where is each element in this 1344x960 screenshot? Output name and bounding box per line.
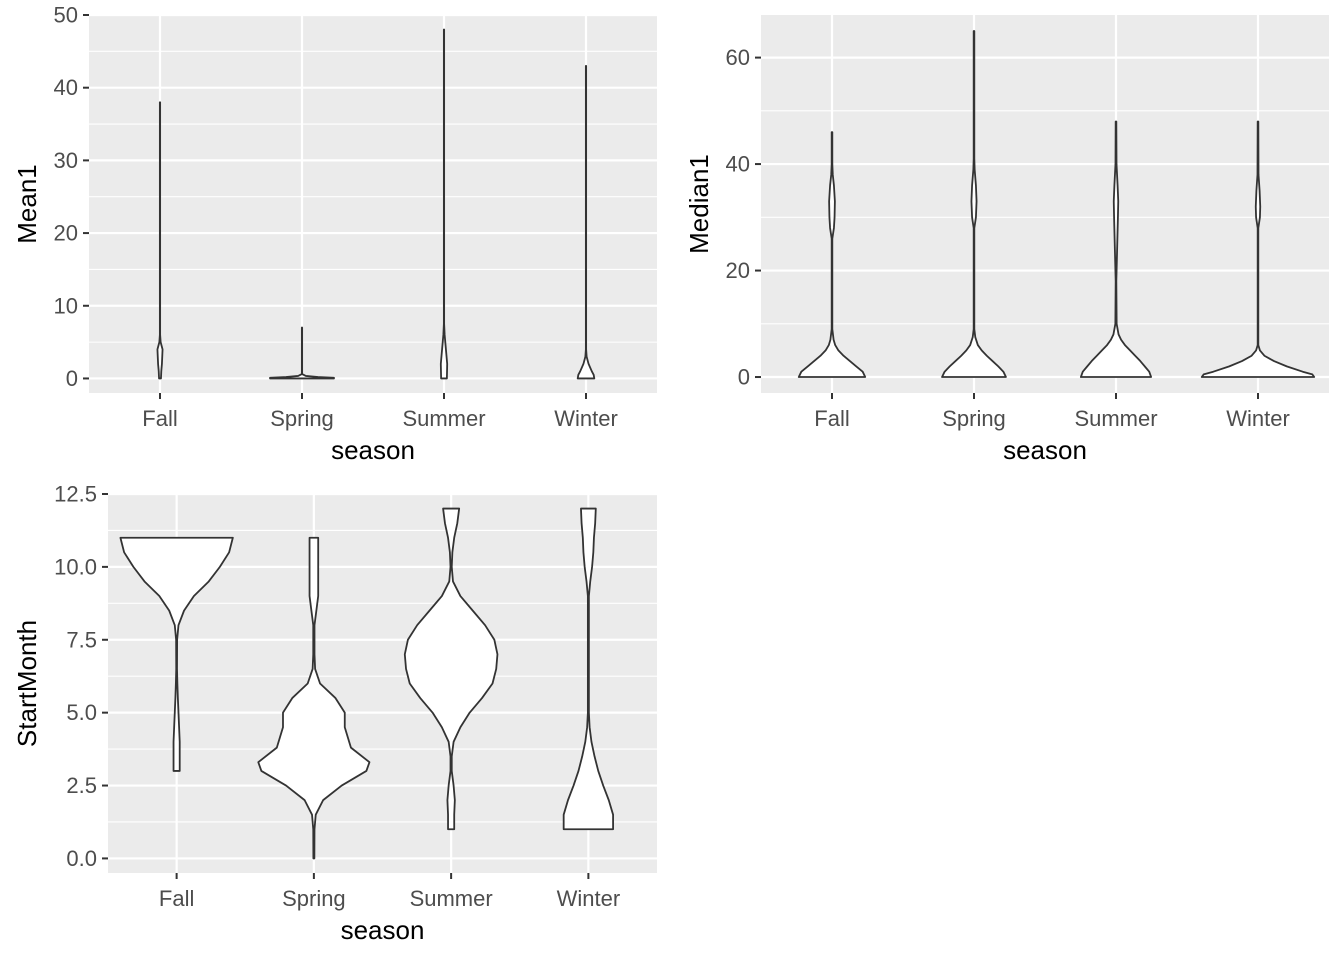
- x-tick-label-spring: Spring: [270, 406, 334, 431]
- plot-panel-background: [89, 15, 657, 393]
- violin-spring: [269, 326, 335, 380]
- chart-panel-3: 0.0 2.5 5.0 7.5 10.0 12.5 Fall Spring Summer Wint…: [12, 482, 657, 945]
- x-tick-label-summer: Summer: [410, 886, 493, 911]
- y-tick-label: 0: [66, 366, 78, 391]
- y-tick-label: 5.0: [66, 700, 97, 725]
- x-tick-label-summer: Summer: [1074, 406, 1157, 431]
- violin-spring: [257, 536, 371, 860]
- violin-winter: [1200, 120, 1316, 378]
- y-tick-label: 0: [738, 365, 750, 390]
- y-tick-label: 30: [54, 148, 78, 173]
- y-tick-label: 10: [54, 293, 78, 318]
- y-tick-label: 2.5: [66, 773, 97, 798]
- violin-fall: [156, 101, 164, 380]
- y-tick-label: 40: [726, 152, 750, 177]
- y-tick-label: 20: [54, 221, 78, 246]
- ylabel-median1: Median1: [684, 154, 714, 254]
- ylabel-startmonth: StartMonth: [12, 620, 42, 747]
- x-axis-title: season: [331, 435, 415, 465]
- violin-summer: [403, 507, 499, 831]
- y-tick-label: 60: [726, 45, 750, 70]
- y-tick-label: 50: [54, 3, 78, 28]
- y-tick-label: 0.0: [66, 846, 97, 871]
- violin-summer: [439, 28, 449, 380]
- x-axis-title: season: [1003, 435, 1087, 465]
- y-tick-label: 40: [54, 75, 78, 100]
- plot-panel-background: [761, 15, 1329, 393]
- x-tick-label-summer: Summer: [402, 406, 485, 431]
- x-tick-label-fall: Fall: [142, 406, 177, 431]
- chart-panel-1: 0 10 20 30 40 50 Fall Spring Summer Winter season M…: [12, 3, 657, 465]
- y-tick-label: 10.0: [54, 554, 97, 579]
- x-tick-label-fall: Fall: [159, 886, 194, 911]
- x-tick-label-winter: Winter: [1226, 406, 1290, 431]
- x-tick-label-fall: Fall: [814, 406, 849, 431]
- violin-winter: [562, 507, 614, 831]
- x-tick-label-spring: Spring: [282, 886, 346, 911]
- y-tick-label: 7.5: [66, 627, 97, 652]
- x-axis-title: season: [341, 915, 425, 945]
- y-tick-label: 20: [726, 258, 750, 283]
- y-tick-label: 12.5: [54, 482, 97, 507]
- x-tick-label-winter: Winter: [554, 406, 618, 431]
- violin-fall: [797, 131, 867, 378]
- chart-panel-2: 0 20 40 60 Fall Spring Summer Winter season Media…: [684, 15, 1329, 465]
- x-tick-label-spring: Spring: [942, 406, 1006, 431]
- ylabel-mean1: Mean1: [12, 164, 42, 244]
- x-tick-label-winter: Winter: [557, 886, 621, 911]
- violin-fall: [119, 536, 234, 772]
- violin-summer: [1079, 120, 1153, 378]
- violin-spring: [941, 30, 1007, 378]
- violin-winter: [576, 64, 596, 380]
